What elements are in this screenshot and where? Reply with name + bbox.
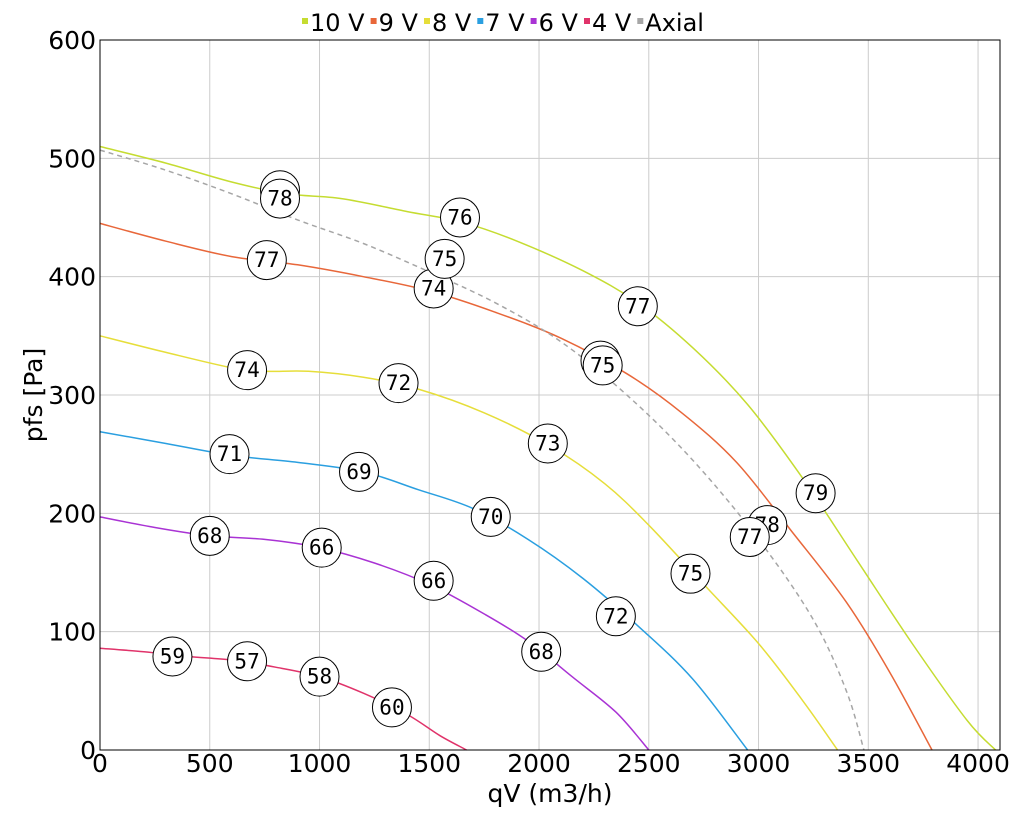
grid [99, 39, 1000, 751]
legend: 10 V 9 V 8 V 7 V 6 V 4 V Axial [302, 9, 704, 37]
sound-level-value: 77 [625, 294, 650, 318]
sound-level-value: 74 [234, 358, 259, 382]
sound-level-badge-6-v: 68 [189, 515, 230, 556]
sound-level-badge-7-v: 71 [209, 434, 250, 475]
sound-level-value: 66 [421, 569, 446, 593]
sound-level-value: 79 [803, 481, 828, 505]
sound-level-value: 72 [603, 604, 628, 628]
sound-level-badge-9-v: 74 [413, 268, 454, 309]
sound-level-badge-10-v: 76 [440, 197, 480, 238]
sound-level-badge-4-v: 59 [152, 636, 193, 677]
sound-level-value: 70 [478, 505, 503, 529]
sound-level-badge-9-v: 77 [246, 240, 287, 281]
legend-swatch [424, 18, 430, 24]
sound-level-badges: 7876777977747578747273757169707268666668… [152, 170, 836, 728]
y-tick-label: 300 [48, 381, 96, 410]
legend-label: Axial [645, 9, 704, 37]
legend-label: 4 V [592, 9, 632, 37]
y-tick-label: 100 [48, 618, 96, 647]
legend-swatch [530, 18, 537, 24]
x-tick-label: 0 [92, 749, 108, 778]
legend-swatch [584, 18, 590, 24]
sound-level-value: 69 [346, 460, 371, 484]
legend-swatch [637, 18, 644, 24]
legend-item: 4 V [584, 9, 632, 37]
legend-item: 7 V [477, 9, 525, 37]
x-tick-label: 3500 [836, 749, 900, 778]
sound-level-value: 73 [535, 432, 560, 456]
sound-level-value: 66 [309, 536, 334, 560]
sound-level-badge-7-v: 70 [470, 496, 511, 537]
legend-swatch [302, 18, 308, 24]
x-tick-label: 2500 [617, 749, 681, 778]
legend-item: Axial [637, 9, 704, 37]
x-tick-label: 3000 [727, 749, 791, 778]
y-tick-label: 200 [48, 499, 96, 528]
legend-label: 6 V [539, 9, 579, 37]
sound-level-value: 75 [678, 562, 703, 586]
y-tick-label: 500 [48, 144, 96, 173]
y-tick-label: 0 [80, 736, 96, 765]
sound-level-badge-4-v: 60 [371, 687, 412, 728]
sound-level-badge-axial: 75 [582, 345, 623, 386]
sound-level-badge-axial: 75 [424, 238, 465, 279]
sound-level-value: 75 [590, 353, 615, 377]
sound-level-badge-8-v: 74 [227, 350, 268, 391]
sound-level-badge-7-v: 69 [339, 451, 380, 492]
sound-level-value: 78 [267, 187, 292, 211]
x-tick-label: 1500 [397, 749, 461, 778]
sound-level-badge-4-v: 58 [299, 656, 340, 697]
sound-level-badge-6-v: 66 [413, 560, 454, 601]
x-tick-label: 1000 [288, 749, 352, 778]
legend-label: 10 V [310, 9, 365, 37]
sound-level-value: 77 [254, 248, 279, 272]
sound-level-value: 74 [421, 277, 446, 301]
sound-level-badge-axial: 78 [260, 178, 300, 219]
legend-item: 8 V [424, 9, 472, 37]
legend-swatch [370, 18, 377, 24]
legend-item: 9 V [370, 9, 419, 37]
sound-level-value: 59 [160, 645, 185, 669]
sound-level-value: 75 [432, 247, 457, 271]
y-axis-title: pfs [Pa] [19, 348, 48, 442]
y-tick-labels: 0 100 200 300 400 500 600 [48, 26, 96, 765]
sound-level-value: 60 [379, 695, 404, 719]
sound-level-value: 76 [447, 206, 472, 230]
legend-item: 6 V [530, 9, 579, 37]
sound-level-badge-10-v: 77 [617, 286, 658, 327]
legend-swatch [477, 18, 484, 24]
sound-level-value: 57 [234, 649, 259, 673]
series-line-axial [99, 149, 865, 751]
y-tick-label: 400 [48, 263, 96, 292]
x-tick-label: 500 [186, 749, 234, 778]
sound-level-value: 72 [386, 371, 411, 395]
sound-level-badge-axial: 77 [729, 517, 770, 557]
legend-label: 8 V [432, 9, 472, 37]
sound-level-badge-10-v: 79 [795, 473, 836, 514]
legend-item: 10 V [302, 9, 365, 37]
x-tick-labels: 0 500 1000 1500 2000 2500 3000 3500 4000 [92, 749, 1010, 778]
plot-frame [99, 39, 1001, 751]
sound-level-value: 68 [197, 524, 222, 548]
sound-level-badge-8-v: 72 [378, 363, 419, 404]
sound-level-badge-6-v: 66 [301, 527, 342, 568]
sound-level-value: 77 [737, 525, 762, 549]
x-tick-label: 4000 [946, 749, 1010, 778]
legend-label: 9 V [379, 9, 419, 37]
legend-label: 7 V [485, 9, 525, 37]
sound-level-badge-8-v: 75 [670, 553, 711, 594]
sound-level-value: 58 [307, 665, 332, 689]
y-tick-label: 600 [48, 26, 96, 55]
sound-level-badge-4-v: 57 [227, 641, 268, 682]
sound-level-value: 71 [217, 442, 242, 466]
x-axis-title: qV (m3/h) [488, 779, 613, 808]
sound-level-badge-6-v: 68 [521, 631, 562, 672]
sound-level-value: 68 [529, 640, 554, 664]
sound-level-badge-8-v: 73 [527, 423, 568, 464]
x-tick-label: 2000 [507, 749, 571, 778]
sound-level-badge-7-v: 72 [595, 596, 636, 637]
